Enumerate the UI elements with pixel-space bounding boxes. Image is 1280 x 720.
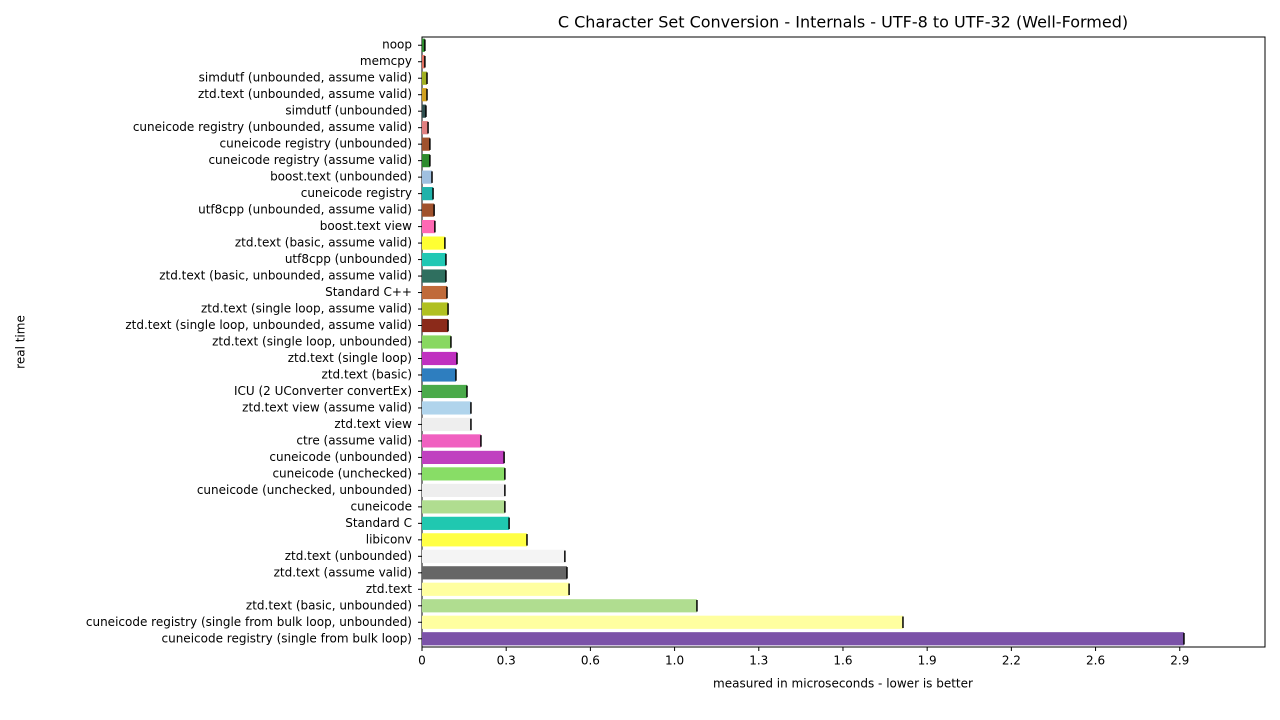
bar (422, 500, 505, 514)
bar (422, 632, 1184, 646)
y-tick-label: ztd.text view (assume valid) (242, 400, 412, 414)
y-tick-label: ztd.text (366, 582, 412, 596)
bar (422, 220, 435, 234)
x-tick-label: 2.6 (1086, 654, 1105, 668)
bar (422, 38, 425, 52)
y-tick-label: utf8cpp (unbounded) (285, 252, 412, 266)
y-tick-label: Standard C (345, 516, 412, 530)
y-tick-label: utf8cpp (unbounded, assume valid) (198, 203, 412, 217)
x-tick-label: 1.0 (665, 654, 684, 668)
bar (422, 88, 427, 102)
bar (422, 434, 481, 448)
x-axis-label: measured in microseconds - lower is bett… (713, 677, 973, 691)
x-tick-label: 0 (418, 654, 426, 668)
y-tick-label: cuneicode registry (301, 186, 412, 200)
bar (422, 384, 467, 399)
bar (422, 71, 427, 85)
x-tick-label: 0.6 (581, 654, 600, 668)
bar (422, 467, 505, 481)
bar (422, 615, 903, 629)
bar (422, 582, 570, 596)
bar (422, 533, 527, 547)
bar (422, 252, 446, 267)
y-tick-label: libiconv (366, 532, 412, 546)
y-tick-label: cuneicode registry (single from bulk loo… (86, 615, 412, 629)
y-tick-label: ztd.text view (334, 417, 412, 431)
y-tick-label: boost.text view (320, 219, 412, 233)
y-axis-label: real time (14, 315, 28, 369)
bar (422, 269, 446, 283)
bar (422, 170, 432, 184)
y-tick-label: ztd.text (basic) (322, 367, 412, 381)
bar (422, 154, 430, 168)
y-tick-label: cuneicode (unbounded) (269, 450, 412, 464)
bar (422, 302, 449, 316)
y-tick-label: cuneicode (351, 499, 412, 513)
bar (422, 137, 430, 151)
bar (422, 318, 449, 333)
bar (422, 401, 471, 415)
y-tick-label: simdutf (unbounded, assume valid) (199, 71, 412, 85)
y-tick-label: cuneicode (unchecked) (272, 466, 412, 480)
bar (422, 104, 426, 118)
y-tick-label: ztd.text (unbounded, assume valid) (198, 87, 412, 101)
bar (422, 335, 451, 349)
bar (422, 417, 471, 432)
bar (422, 549, 565, 563)
y-tick-label: cuneicode registry (assume valid) (208, 153, 412, 167)
y-tick-label: ztd.text (assume valid) (274, 565, 412, 579)
bar (422, 203, 435, 217)
y-tick-label: boost.text (unbounded) (270, 170, 412, 184)
y-tick-label: cuneicode registry (unbounded) (220, 137, 412, 151)
bar (422, 516, 510, 530)
bar (422, 121, 429, 135)
y-tick-label: ztd.text (single loop, unbounded) (212, 335, 412, 349)
bar (422, 368, 456, 382)
y-tick-label: ICU (2 UConverter convertEx) (234, 384, 412, 398)
y-tick-label: ctre (assume valid) (296, 433, 412, 447)
chart-title: C Character Set Conversion - Internals -… (558, 13, 1128, 32)
y-tick-label: cuneicode (unchecked, unbounded) (197, 483, 412, 497)
bar (422, 187, 434, 201)
bar (422, 351, 457, 366)
bar (422, 599, 697, 613)
y-tick-label: memcpy (360, 54, 412, 68)
y-tick-label: Standard C++ (325, 285, 412, 299)
x-tick-label: 2.9 (1170, 654, 1189, 668)
y-tick-label: ztd.text (basic, assume valid) (235, 236, 412, 250)
bar (422, 566, 567, 580)
y-tick-label: simdutf (unbounded) (285, 104, 412, 118)
bar (422, 450, 505, 464)
y-tick-label: ztd.text (unbounded) (285, 549, 412, 563)
y-tick-label: ztd.text (basic, unbounded) (246, 598, 412, 612)
x-tick-label: 0.3 (497, 654, 516, 668)
bar (422, 55, 425, 69)
y-tick-label: ztd.text (single loop, unbounded, assume… (125, 318, 412, 332)
y-tick-label: ztd.text (basic, unbounded, assume valid… (159, 269, 412, 283)
y-tick-label: cuneicode registry (unbounded, assume va… (133, 120, 412, 134)
x-tick-label: 1.9 (918, 654, 937, 668)
y-tick-label: noop (382, 38, 412, 52)
bar (422, 285, 447, 300)
x-tick-label: 1.6 (833, 654, 852, 668)
y-tick-label: ztd.text (single loop) (288, 351, 412, 365)
bar (422, 236, 445, 250)
x-tick-label: 2.2 (1002, 654, 1021, 668)
y-tick-label: ztd.text (single loop, assume valid) (201, 302, 412, 316)
x-tick-label: 1.3 (749, 654, 768, 668)
y-tick-label: cuneicode registry (single from bulk loo… (162, 631, 413, 645)
bar (422, 483, 505, 497)
